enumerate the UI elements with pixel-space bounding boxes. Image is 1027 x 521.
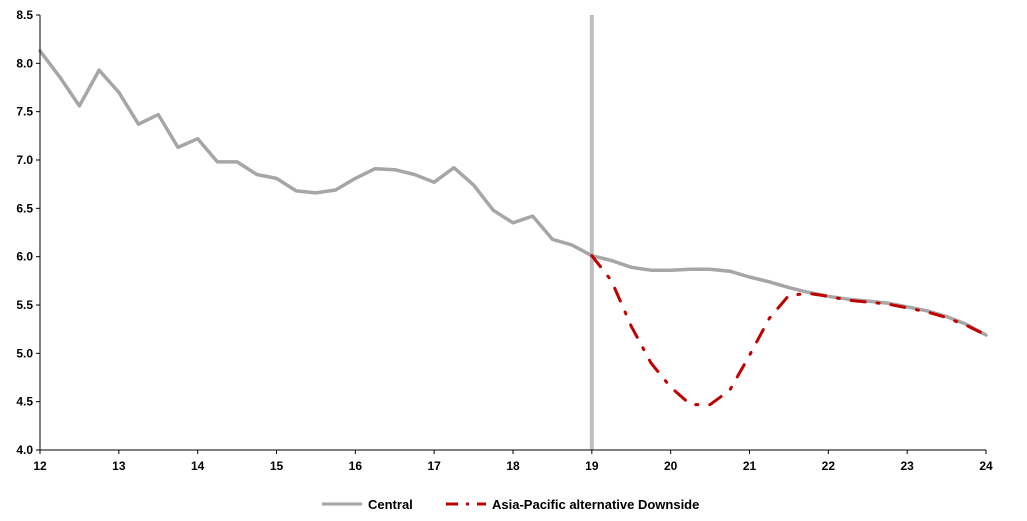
- x-tick-label: 23: [900, 459, 914, 473]
- y-tick-label: 6.5: [16, 201, 33, 215]
- plot-area: [38, 15, 988, 450]
- x-tick-label: 19: [585, 459, 599, 473]
- x-tick-label: 20: [664, 459, 678, 473]
- x-tick-label: 18: [506, 459, 520, 473]
- tick-marks: [36, 14, 987, 454]
- x-tick-label: 21: [743, 459, 757, 473]
- y-tick-label: 7.0: [16, 153, 33, 167]
- y-tick-label: 8.0: [16, 56, 33, 70]
- y-tick-label: 6.0: [16, 250, 33, 264]
- axes: [39, 15, 986, 451]
- x-tick-label: 17: [427, 459, 441, 473]
- legend-label-downside: Asia-Pacific alternative Downside: [492, 497, 699, 512]
- y-tick-label: 5.0: [16, 346, 33, 360]
- x-tick-label: 12: [33, 459, 47, 473]
- y-tick-label: 8.5: [16, 8, 33, 22]
- legend: Central Asia-Pacific alternative Downsid…: [322, 497, 699, 512]
- tick-labels: 4.0 4.5 5.0 5.5 6.0 6.5 7.0 7.5 8.0 8.5 12 13 14 15 16…: [16, 8, 993, 473]
- x-tick-label: 15: [270, 459, 284, 473]
- y-tick-label: 4.0: [16, 443, 33, 457]
- x-tick-label: 22: [822, 459, 836, 473]
- series-line-central: [38, 49, 988, 337]
- y-tick-label: 4.5: [16, 395, 33, 409]
- x-tick-label: 24: [979, 459, 993, 473]
- x-tick-label: 14: [191, 459, 205, 473]
- x-tick-label: 13: [112, 459, 126, 473]
- x-tick-label: 16: [349, 459, 363, 473]
- legend-label-central: Central: [368, 497, 413, 512]
- series-line-downside: [590, 254, 988, 407]
- y-tick-label: 7.5: [16, 105, 33, 119]
- y-tick-label: 5.5: [16, 298, 33, 312]
